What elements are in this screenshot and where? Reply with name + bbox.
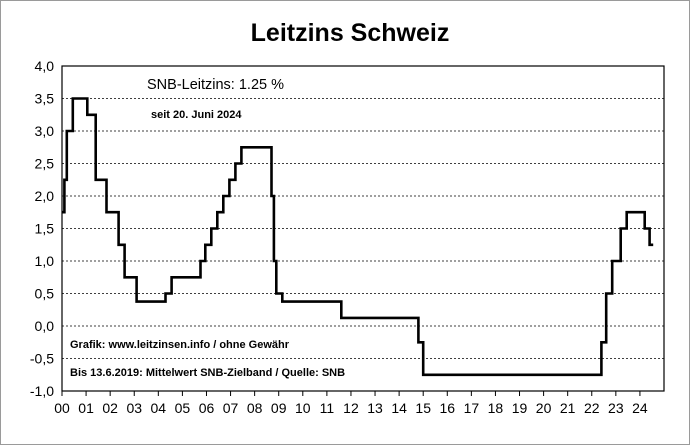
y-tick-label: 2,0 (35, 188, 55, 204)
x-tick-label: 14 (391, 400, 407, 416)
x-tick-label: 13 (367, 400, 383, 416)
source-label: Bis 13.6.2019: Mittelwert SNB-Zielband /… (70, 367, 345, 379)
y-tick-label: 0,5 (35, 286, 55, 302)
chart-title: Leitzins Schweiz (251, 19, 450, 47)
x-tick-label: 10 (295, 400, 311, 416)
y-tick-label: -1,0 (30, 383, 54, 399)
x-tick-label: 07 (223, 400, 239, 416)
y-tick-label: 2,5 (35, 156, 55, 172)
y-tick-label: -0,5 (30, 351, 54, 367)
x-tick-label: 06 (199, 400, 215, 416)
plot-area (61, 65, 665, 392)
x-tick-label: 23 (608, 400, 624, 416)
x-tick-label: 15 (415, 400, 431, 416)
x-axis-ticks: 00 01 02 03 04 05 06 07 08 09 10 11 12 13 14 15 16 17 18 19… (54, 391, 648, 416)
credit-label: Grafik: www.leitzinsen.info / ohne Gewäh… (70, 339, 290, 351)
x-tick-label: 20 (536, 400, 552, 416)
y-tick-label: 1,5 (35, 221, 55, 237)
x-tick-label: 05 (175, 400, 191, 416)
y-tick-label: 4,0 (35, 58, 55, 74)
x-tick-label: 22 (584, 400, 600, 416)
y-tick-label: 3,0 (35, 123, 55, 139)
x-tick-label: 08 (247, 400, 263, 416)
x-tick-label: 16 (439, 400, 455, 416)
x-tick-label: 00 (54, 400, 70, 416)
x-tick-label: 12 (343, 400, 359, 416)
y-tick-label: 1,0 (35, 253, 55, 269)
x-tick-label: 01 (78, 400, 94, 416)
x-tick-label: 24 (632, 400, 648, 416)
y-axis-ticks: 4,0 3,5 3,0 2,5 2,0 1,5 1,0 0,5 0,0 -0,5 -1,0 (30, 58, 54, 399)
y-tick-label: 3,5 (35, 91, 55, 107)
since-date-label: seit 20. Juni 2024 (151, 109, 242, 121)
rate-series-line (62, 97, 654, 377)
x-tick-label: 11 (320, 400, 335, 416)
x-tick-label: 03 (126, 400, 142, 416)
x-tick-label: 09 (271, 400, 287, 416)
current-rate-label: SNB-Leitzins: 1.25 % (147, 77, 284, 93)
x-tick-label: 04 (151, 400, 167, 416)
x-tick-label: 18 (488, 400, 504, 416)
y-tick-label: 0,0 (35, 318, 55, 334)
x-tick-label: 02 (102, 400, 118, 416)
x-tick-label: 19 (512, 400, 528, 416)
x-tick-label: 21 (560, 400, 576, 416)
x-tick-label: 17 (464, 400, 480, 416)
